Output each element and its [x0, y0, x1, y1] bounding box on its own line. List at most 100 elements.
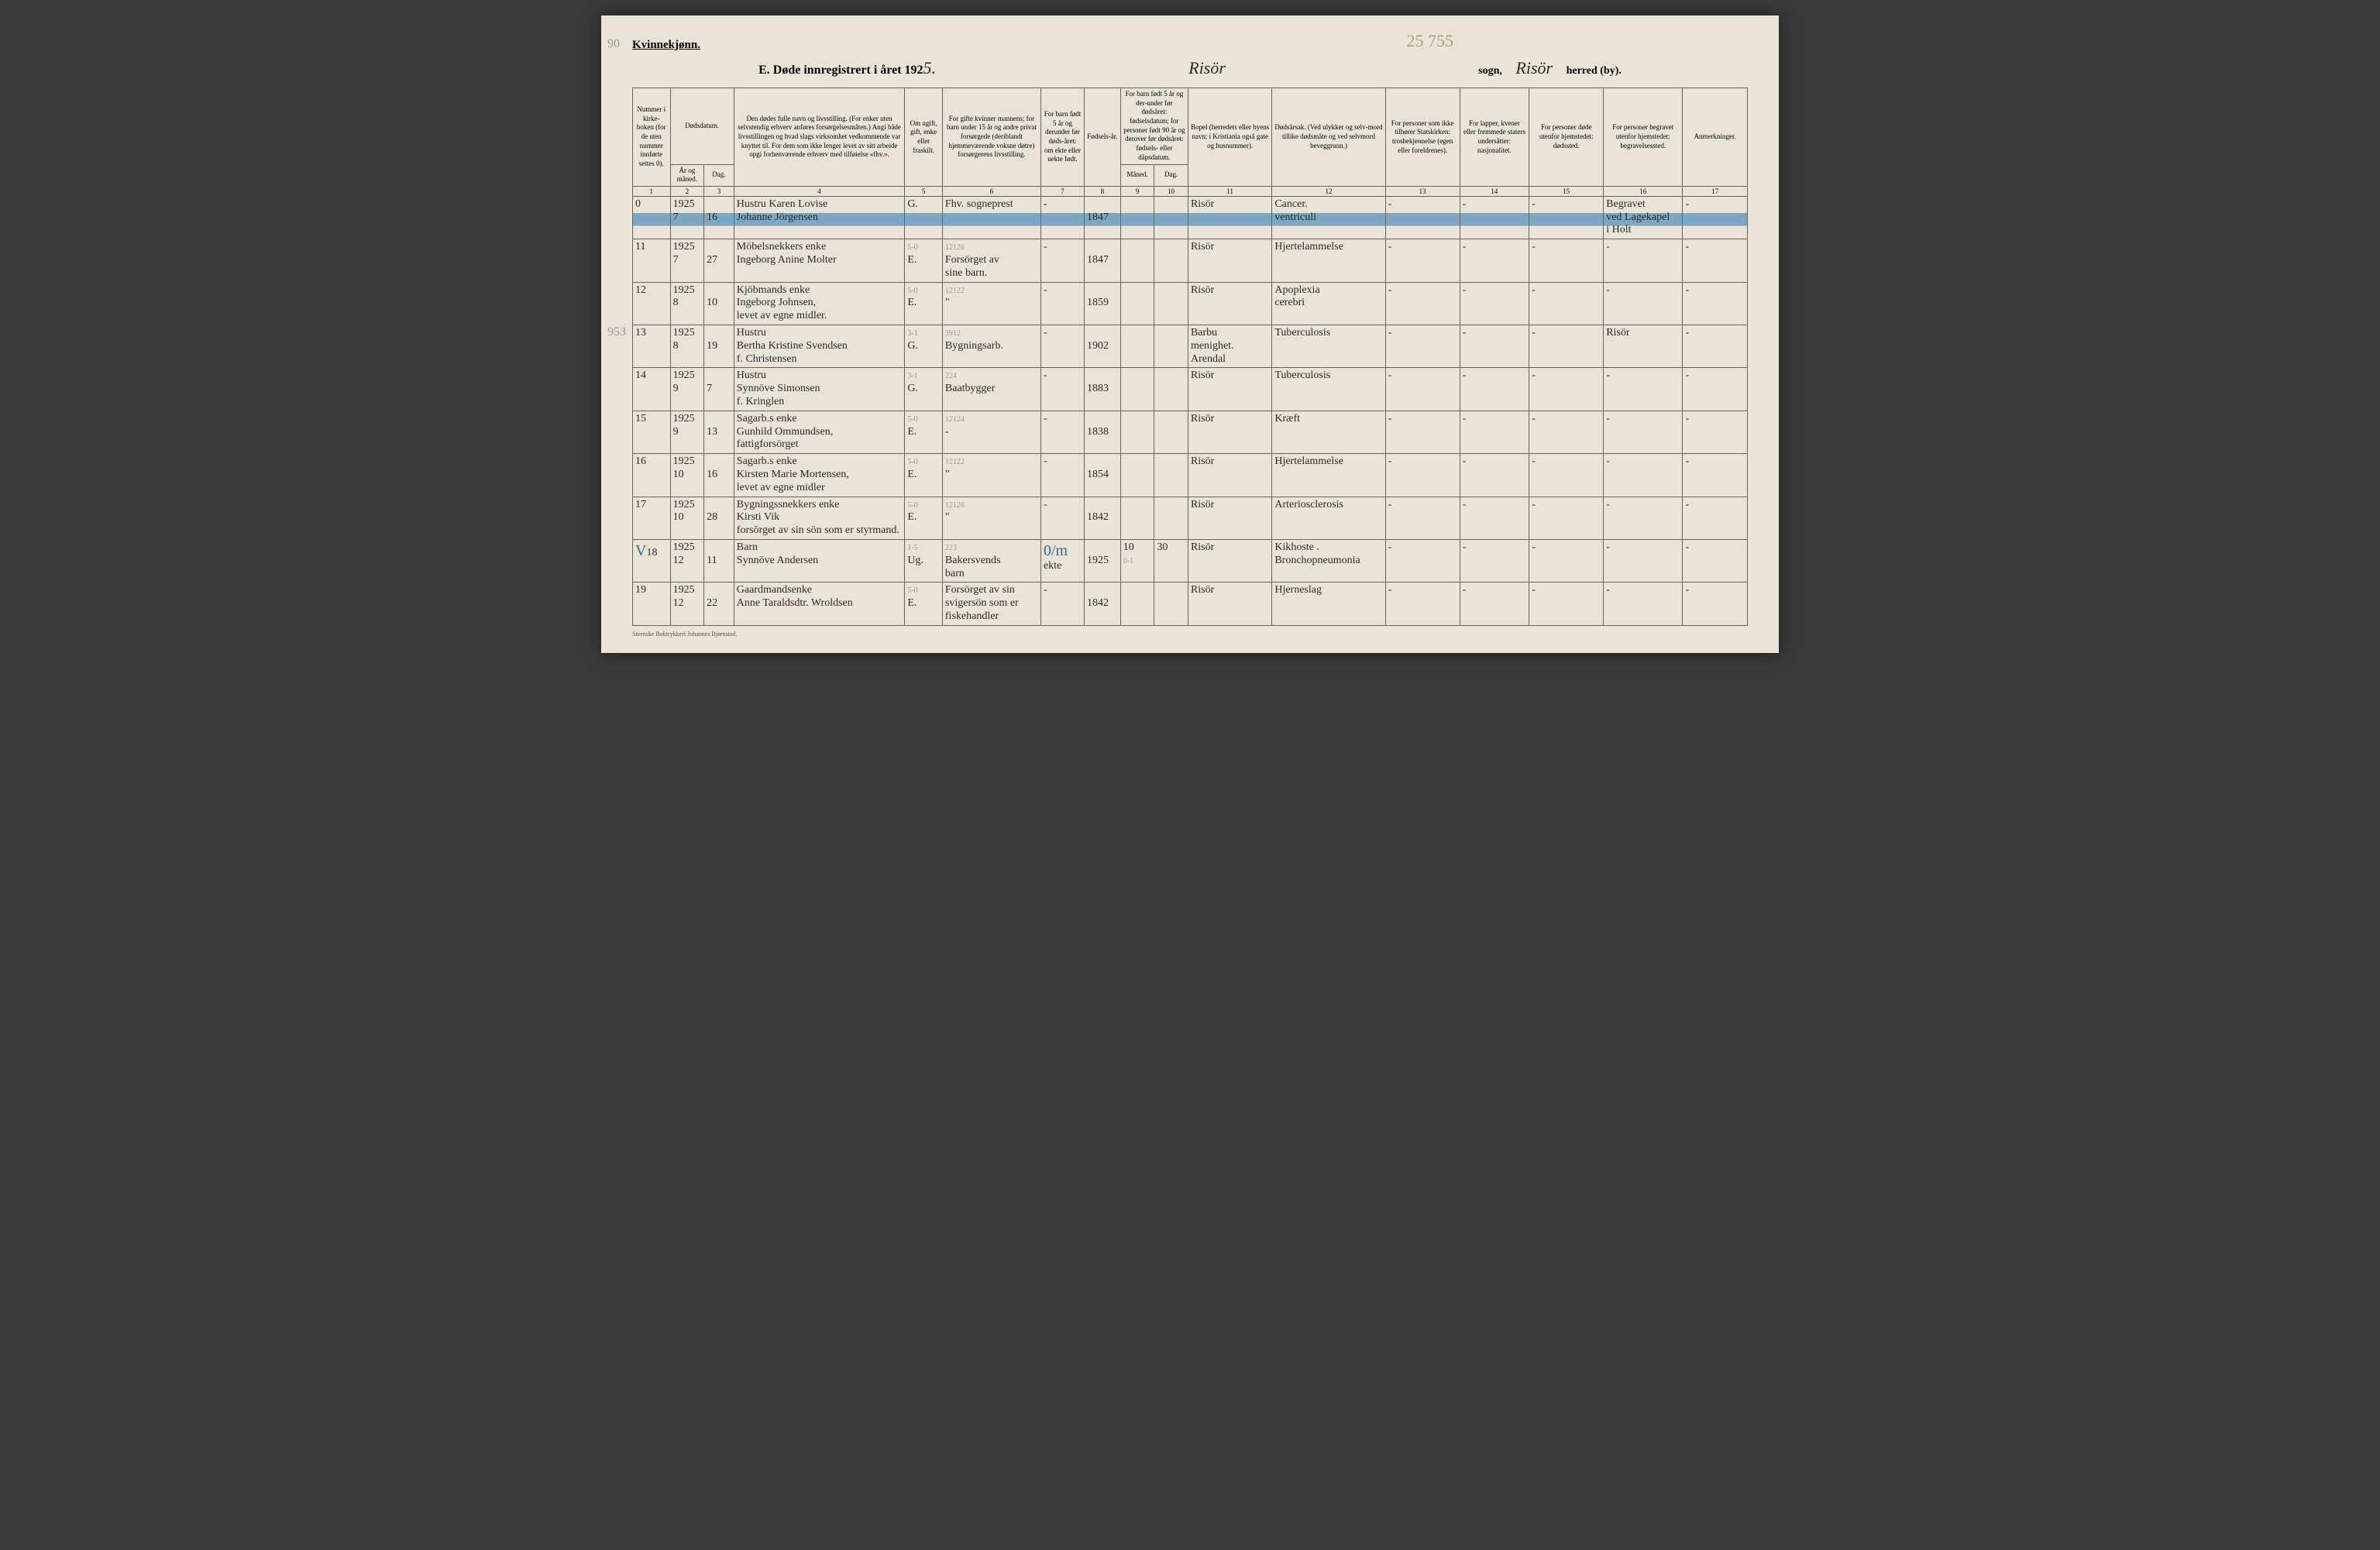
cell: 30 — [1154, 540, 1188, 583]
colnum: 5 — [905, 186, 943, 196]
cell: - — [1604, 368, 1683, 411]
cell: 223Bakersvendsbarn — [942, 540, 1040, 583]
cell: - — [1460, 368, 1529, 411]
cell: - — [1683, 497, 1748, 539]
table-header: Nummer i kirke-boken (for de uten nummer… — [633, 88, 1748, 197]
cell: - — [1040, 368, 1084, 411]
cell: - — [1385, 411, 1460, 453]
cell: - — [1385, 239, 1460, 282]
th-11: Bopel (herredets eller byens navn; i Kri… — [1188, 88, 1271, 187]
sogn-label: sogn, — [1478, 65, 1502, 77]
cell: Arteriosclerosis — [1272, 497, 1385, 539]
cell: - — [1604, 497, 1683, 539]
cell: - — [1683, 540, 1748, 583]
cell: Risör — [1188, 454, 1271, 497]
table-body: 01925716Hustru Karen LoviseJohanne Jörge… — [633, 196, 1748, 625]
title-row: E. Døde innregistrert i året 1925. Risör… — [632, 58, 1748, 78]
cell: 1847 — [1085, 239, 1121, 282]
cell: 5-0E. — [905, 454, 943, 497]
cell: 12126Forsörget avsine barn. — [942, 239, 1040, 282]
cell: Forsörget av sinsvigersön som erfiskehan… — [942, 583, 1040, 625]
th-10: Dag. — [1154, 164, 1188, 186]
table-row: 131925819HustruBertha Kristine Svendsenf… — [633, 325, 1748, 368]
cell: - — [1529, 368, 1604, 411]
printer-footer: Steenske Boktrykkeri Johannes Bjørnstad. — [632, 631, 1748, 638]
cell: - — [1385, 368, 1460, 411]
colnum: 2 — [670, 186, 704, 196]
cell: Kjöbmands enkeIngeborg Johnsen,levet av … — [734, 282, 905, 325]
margin-note-mid: 953 — [607, 325, 626, 339]
cell: 5-0E. — [905, 282, 943, 325]
cell: 11 — [704, 540, 734, 583]
cell: 17 — [633, 497, 671, 539]
cell: V18 — [633, 540, 671, 583]
cell: Kræft — [1272, 411, 1385, 453]
table-row: 111925727Möbelsnekkers enkeIngeborg Anin… — [633, 239, 1748, 282]
colnum: 1 — [633, 186, 671, 196]
cell: 22 — [704, 583, 734, 625]
colnum: 12 — [1272, 186, 1385, 196]
sogn-name: Risör — [1188, 58, 1226, 78]
cell: Cancer.ventriculi — [1272, 196, 1385, 239]
cell: - — [1385, 282, 1460, 325]
table-row: 01925716Hustru Karen LoviseJohanne Jörge… — [633, 196, 1748, 239]
cell: - — [1460, 497, 1529, 539]
cell: G. — [905, 196, 943, 239]
th-12: Dødsårsak. (Ved ulykker og selv-mord til… — [1272, 88, 1385, 187]
cell: - — [1385, 540, 1460, 583]
cell: 1854 — [1085, 454, 1121, 497]
th-16: For personer begravet utenfor hjemstedet… — [1604, 88, 1683, 187]
cell: 19257 — [670, 196, 704, 239]
cell: 1925 — [1085, 540, 1121, 583]
cell — [1120, 368, 1154, 411]
cell — [1120, 325, 1154, 368]
title-prefix: E. Døde innregistrert i året 192 — [758, 64, 923, 77]
cell — [1154, 282, 1188, 325]
cell: Bygningssnekkers enkeKirsti Vikforsörget… — [734, 497, 905, 539]
cell: - — [1683, 583, 1748, 625]
th-13: For personer som ikke tilhører Statskirk… — [1385, 88, 1460, 187]
cell: - — [1385, 325, 1460, 368]
cell: 12126" — [942, 497, 1040, 539]
cell — [1120, 454, 1154, 497]
cell — [1120, 411, 1154, 453]
th-9b: Måned. — [1120, 164, 1154, 186]
table-row: 151925913Sagarb.s enkeGunhild Ommundsen,… — [633, 411, 1748, 453]
cell: 19257 — [670, 239, 704, 282]
cell: Risör — [1188, 540, 1271, 583]
cell: Risör — [1188, 196, 1271, 239]
cell: 27 — [704, 239, 734, 282]
cell: 192510 — [670, 497, 704, 539]
cell: - — [1529, 454, 1604, 497]
cell: Risör — [1188, 411, 1271, 453]
cell: 19 — [633, 583, 671, 625]
cell: 0/mekte — [1040, 540, 1084, 583]
cell: - — [1385, 196, 1460, 239]
cell: 5-0E. — [905, 239, 943, 282]
cell: 3912Bygningsarb. — [942, 325, 1040, 368]
cell: - — [1529, 325, 1604, 368]
table-row: 14192597HustruSynnöve Simonsenf. Kringle… — [633, 368, 1748, 411]
cell: - — [1604, 411, 1683, 453]
cell: - — [1529, 411, 1604, 453]
cell: - — [1385, 497, 1460, 539]
cell: - — [1529, 497, 1604, 539]
table-row: V1819251211BarnSynnöve Andersen1-5Ug.223… — [633, 540, 1748, 583]
cell: 1838 — [1085, 411, 1121, 453]
top-pencil-note: 25 755 — [1407, 31, 1454, 51]
table-row: 1619251016Sagarb.s enkeKirsten Marie Mor… — [633, 454, 1748, 497]
cell: Risör — [1604, 325, 1683, 368]
cell: Risör — [1188, 497, 1271, 539]
cell — [1154, 239, 1188, 282]
cell: 15 — [633, 411, 671, 453]
herred-name: Risör — [1515, 58, 1553, 77]
cell: - — [1040, 239, 1084, 282]
colnum: 4 — [734, 186, 905, 196]
cell: - — [1529, 196, 1604, 239]
colnum: 11 — [1188, 186, 1271, 196]
cell: 28 — [704, 497, 734, 539]
cell: - — [1604, 282, 1683, 325]
colnum: 10 — [1154, 186, 1188, 196]
th-15: For personer døde utenfor hjemstedet: dø… — [1529, 88, 1604, 187]
cell: 16 — [704, 196, 734, 239]
